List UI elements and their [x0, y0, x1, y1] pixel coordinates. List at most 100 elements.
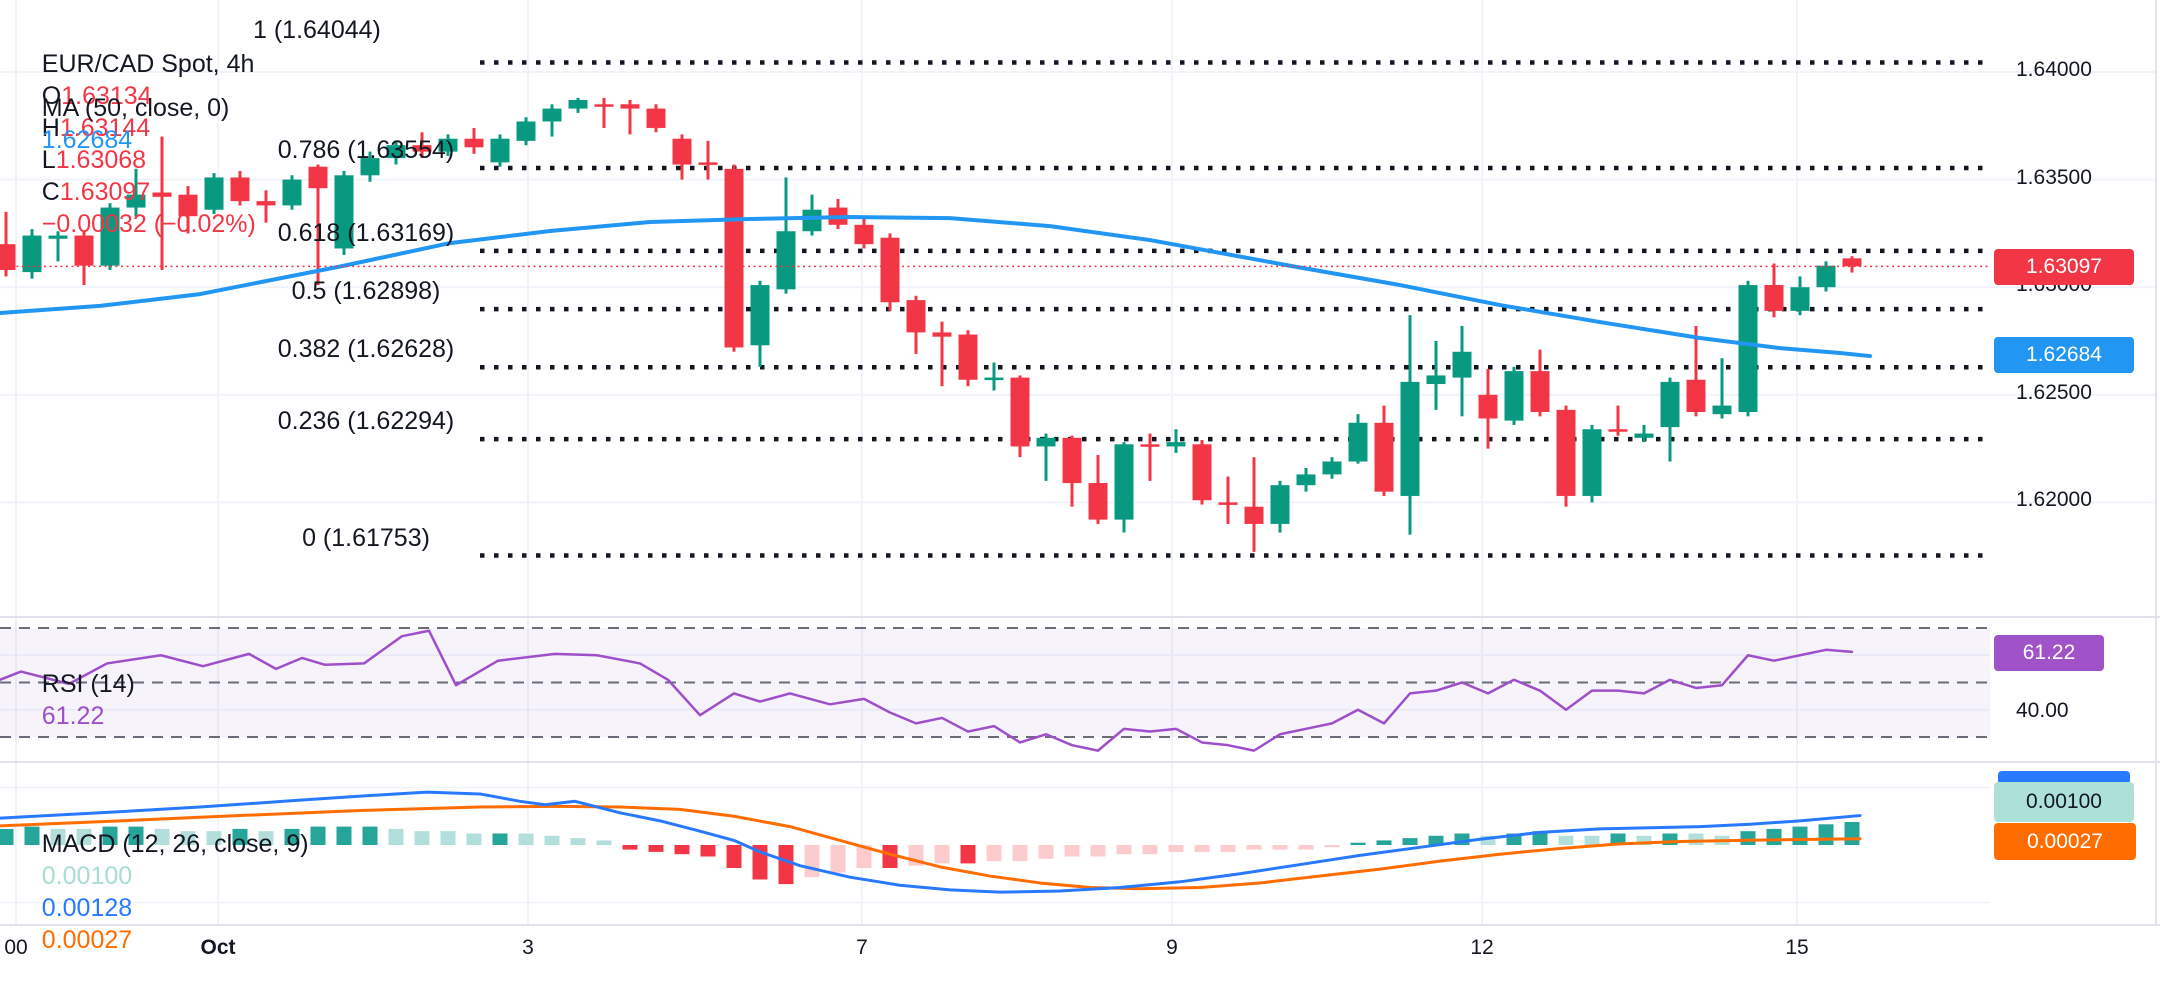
candle-body	[1452, 351, 1472, 378]
price-axis-label: 1.62000	[2016, 488, 2092, 512]
macd-hist-bar	[1610, 833, 1626, 845]
macd-hist-bar	[622, 845, 638, 850]
fib-level-label-1: 1 (1.64044)	[253, 16, 381, 44]
rsi-line[interactable]	[0, 629, 1854, 752]
candle-body	[1010, 377, 1030, 447]
candle-wick	[1044, 433, 1048, 481]
macd-hist-bar	[1038, 845, 1054, 859]
macd-hist-bar	[1090, 845, 1106, 857]
macd-lines[interactable]	[0, 790, 1862, 894]
rsi-value: 61.22	[41, 702, 105, 730]
candle-body	[542, 108, 562, 122]
macd-hist-bar	[1818, 824, 1834, 845]
macd-hist-bar	[336, 826, 352, 845]
macd-hist-bar	[414, 831, 430, 845]
ohlc-high-value: 1.63144	[59, 114, 151, 142]
fib-level-label: 0.5 (1.62898)	[291, 277, 441, 306]
fib-level-label: 0 (1.61753)	[302, 523, 430, 552]
ma-legend[interactable]: MA (50, close, 0) 1.62684	[14, 60, 243, 188]
macd-hist-bar	[50, 828, 66, 845]
macd-hist-bar	[518, 833, 534, 845]
macd-hist-bar	[960, 845, 976, 864]
candle-body	[48, 235, 68, 239]
candle-body	[1166, 442, 1186, 447]
candle-body	[802, 209, 822, 232]
candle-wick	[1226, 476, 1230, 524]
ma-value-badge: 1.62684	[1994, 337, 2134, 373]
candle-body	[568, 99, 588, 109]
macd-hist-bar	[492, 833, 508, 845]
time-axis[interactable]	[0, 925, 2160, 986]
ma50-line[interactable]	[0, 215, 1872, 359]
macd-hist-bar	[1064, 845, 1080, 857]
macd-hist-bar	[1142, 845, 1158, 855]
candle-body	[1114, 444, 1134, 520]
fib-level-label: 0.786 (1.63554)	[277, 135, 455, 164]
macd-hist-bar	[466, 833, 482, 845]
candle-body	[22, 235, 42, 273]
candle-body	[74, 235, 94, 266]
last-price-badge: 1.63097	[1994, 249, 2134, 285]
macd-hist-bar	[544, 835, 560, 845]
macd-hist-bar	[1506, 833, 1522, 845]
ohlc-low-label: L	[41, 146, 56, 174]
candle-wick	[1148, 433, 1152, 481]
candle-body	[334, 175, 354, 249]
time-axis-label-Oct: Oct	[200, 936, 236, 959]
candle-body	[1218, 502, 1238, 505]
candle-wick	[316, 164, 320, 286]
candle-wick	[1694, 325, 1698, 417]
candle-body	[880, 237, 900, 303]
macd-hist-bar	[1246, 845, 1262, 850]
candle-body	[1322, 461, 1342, 475]
macd-hist-bar	[1480, 835, 1496, 845]
macd-hist-bar	[830, 845, 846, 873]
macd-hist-bar	[934, 845, 950, 864]
ma-label: MA (50, close, 0)	[41, 94, 230, 122]
fib-retracement-lines[interactable]	[480, 60, 1988, 558]
rsi-legend[interactable]: RSI (14) 61.22	[14, 636, 149, 764]
macd-hist-bar	[986, 845, 1002, 862]
time-axis-label-00: 00	[4, 936, 28, 959]
macd-label: MACD (12, 26, close, 9)	[41, 830, 309, 858]
macd-hist-bar	[570, 838, 586, 845]
macd-histogram[interactable]	[0, 822, 1860, 885]
macd-hist-bar	[1272, 845, 1288, 850]
macd-hist-bar	[882, 845, 898, 868]
candle-body	[360, 158, 380, 176]
symbol-legend[interactable]: EUR/CAD Spot, 4h O1.63134 H1.63144 L1.63…	[14, 16, 268, 272]
candle-body	[1426, 375, 1446, 385]
macd-hist-bar	[0, 828, 14, 845]
macd-hist-bar	[1376, 840, 1392, 845]
time-axis-label-15: 15	[1785, 936, 1809, 959]
candle-body	[1296, 474, 1316, 486]
macd-hist-bar	[726, 845, 742, 868]
candle-body	[412, 145, 432, 152]
macd-hist-bar	[1324, 845, 1340, 848]
candle-body	[1530, 371, 1550, 413]
candle-body	[984, 377, 1004, 381]
candle-body	[1270, 485, 1290, 524]
candle-body	[1712, 405, 1732, 415]
candle-body	[1348, 422, 1368, 462]
candle-wick	[1616, 405, 1620, 436]
pane-dividers[interactable]	[0, 0, 2160, 926]
macd-hist-bar	[388, 828, 404, 845]
macd-hist-bar	[1220, 845, 1236, 852]
candle-body	[1504, 371, 1524, 421]
candle-body	[1790, 287, 1810, 311]
candle-wick	[992, 362, 996, 391]
price-axis-label: 1.63500	[2016, 165, 2092, 189]
ohlc-low-value: 1.63068	[55, 146, 147, 174]
macd-hist-bar	[310, 826, 326, 845]
macd-legend[interactable]: MACD (12, 26, close, 9) 0.00100 0.00128 …	[14, 796, 323, 988]
macd-hist-bar	[1740, 831, 1756, 845]
candle-body	[854, 224, 874, 245]
candle-body	[126, 194, 146, 208]
candle-body	[490, 138, 510, 163]
ohlc-close-value: 1.63097	[59, 178, 151, 206]
candle-body	[1088, 483, 1108, 520]
candle-body	[1816, 265, 1836, 288]
